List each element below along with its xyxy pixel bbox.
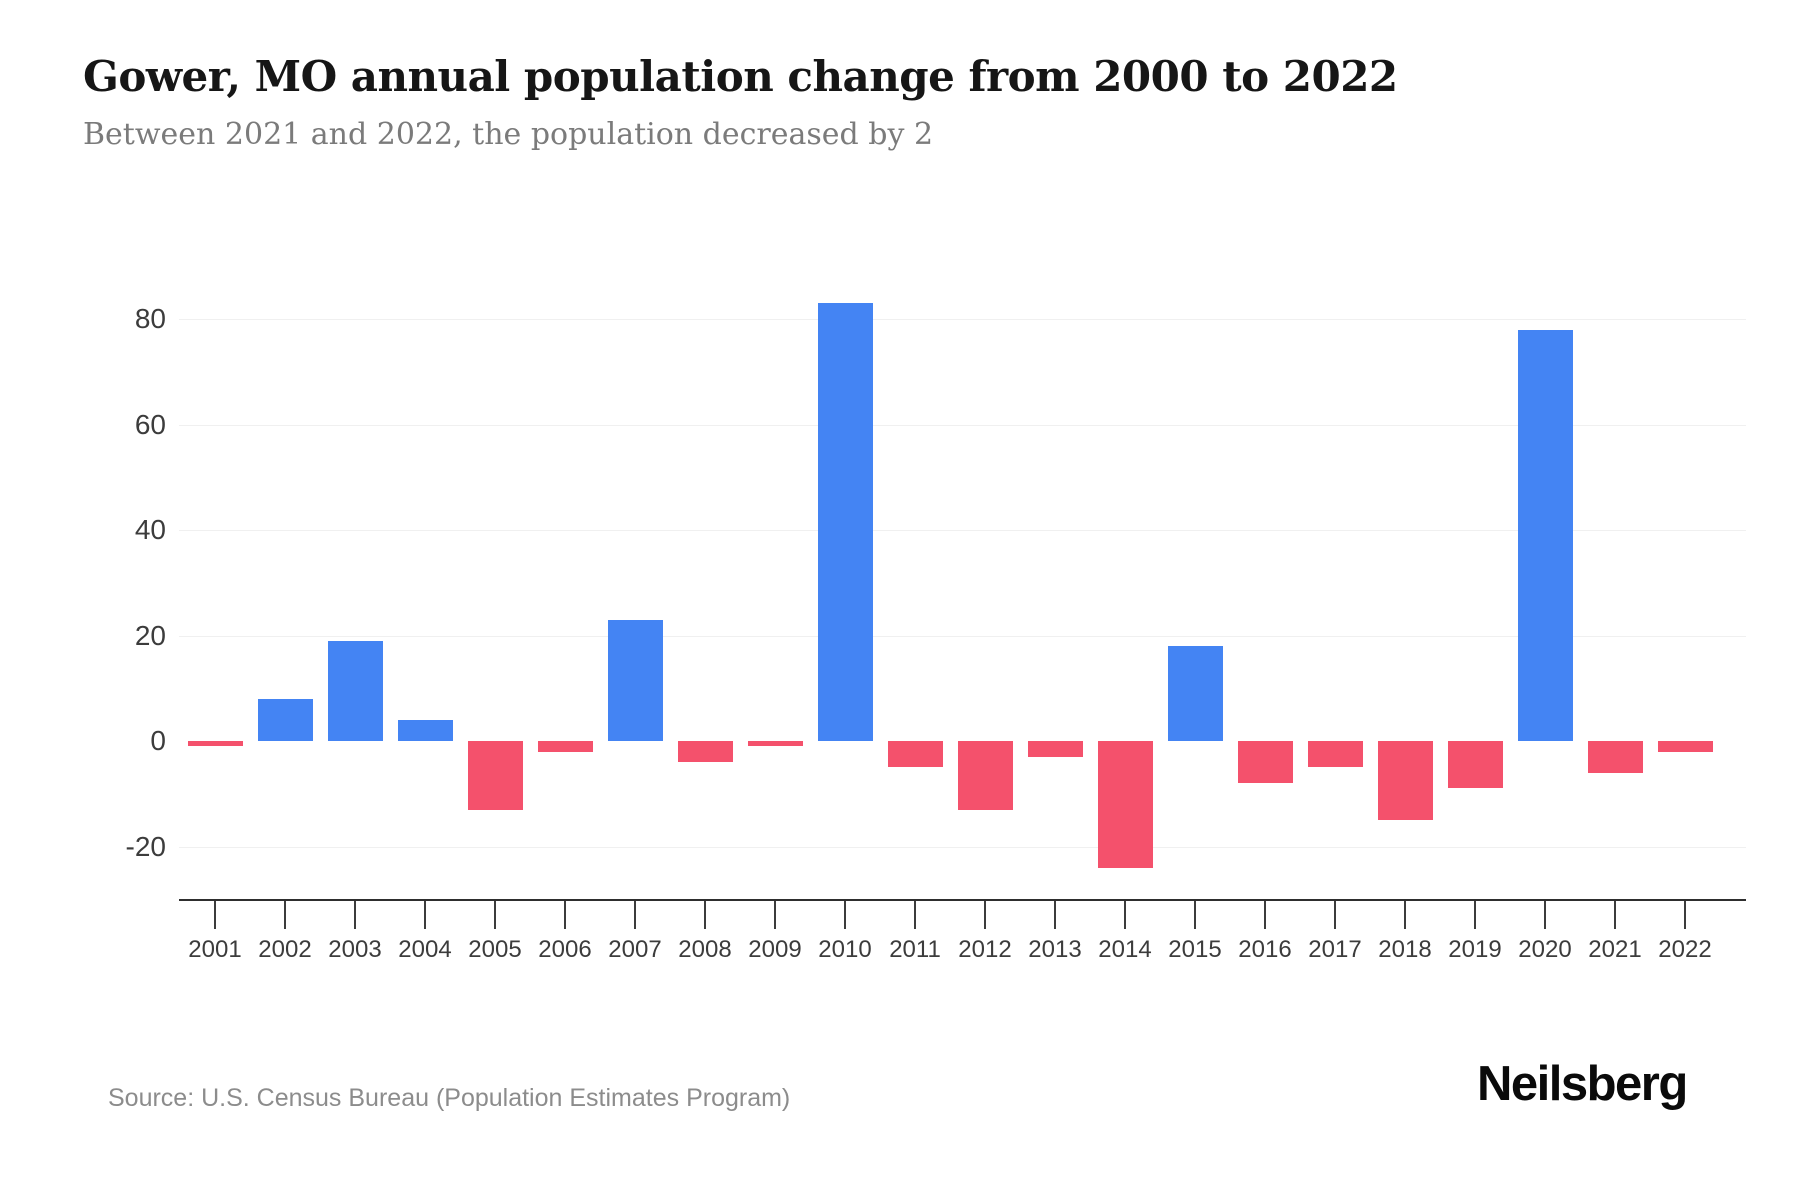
bar-2004[interactable] bbox=[398, 720, 453, 741]
bar-2012[interactable] bbox=[958, 741, 1013, 810]
x-axis-label-2011: 2011 bbox=[889, 936, 941, 963]
y-axis-tick-label-0: 0 bbox=[150, 725, 166, 756]
x-axis-label-2017: 2017 bbox=[1308, 936, 1362, 963]
grid-line-40 bbox=[179, 530, 1746, 531]
x-axis-label-2006: 2006 bbox=[538, 936, 592, 963]
x-axis-tick-2007 bbox=[634, 899, 636, 929]
x-axis-label-2020: 2020 bbox=[1518, 936, 1572, 963]
bar-2016[interactable] bbox=[1238, 741, 1293, 783]
x-axis-label-2015: 2015 bbox=[1168, 936, 1222, 963]
bar-2018[interactable] bbox=[1378, 741, 1433, 820]
bar-2014[interactable] bbox=[1098, 741, 1153, 868]
x-axis-label-2005: 2005 bbox=[468, 936, 522, 963]
y-axis-tick-label--20: -20 bbox=[125, 831, 166, 862]
x-axis-label-2016: 2016 bbox=[1238, 936, 1292, 963]
x-axis-tick-2018 bbox=[1404, 899, 1406, 929]
grid-line-80 bbox=[179, 319, 1746, 320]
bar-2017[interactable] bbox=[1308, 741, 1363, 767]
bar-2021[interactable] bbox=[1588, 741, 1643, 773]
x-axis-label-2002: 2002 bbox=[258, 936, 312, 963]
x-axis-tick-2012 bbox=[984, 899, 986, 929]
x-axis-tick-2011 bbox=[914, 899, 916, 929]
grid-line--20 bbox=[179, 847, 1746, 848]
x-axis-label-2013: 2013 bbox=[1028, 936, 1082, 963]
x-axis-tick-2005 bbox=[494, 899, 496, 929]
bar-2005[interactable] bbox=[468, 741, 523, 810]
x-axis-tick-2004 bbox=[424, 899, 426, 929]
x-axis-label-2022: 2022 bbox=[1658, 936, 1712, 963]
x-axis-label-2009: 2009 bbox=[748, 936, 802, 963]
y-axis-tick-label-40: 40 bbox=[134, 514, 166, 545]
x-axis-label-2021: 2021 bbox=[1588, 936, 1642, 963]
bar-2011[interactable] bbox=[888, 741, 943, 767]
x-axis-line bbox=[179, 899, 1746, 901]
x-axis-tick-2016 bbox=[1264, 899, 1266, 929]
x-axis-tick-2019 bbox=[1474, 899, 1476, 929]
grid-line-60 bbox=[179, 425, 1746, 426]
y-axis-tick-label-60: 60 bbox=[134, 409, 166, 440]
bar-2010[interactable] bbox=[818, 303, 873, 741]
x-axis-label-2001: 2001 bbox=[188, 936, 242, 963]
bar-2015[interactable] bbox=[1168, 646, 1223, 741]
x-axis-tick-2006 bbox=[564, 899, 566, 929]
bar-2001[interactable] bbox=[188, 741, 243, 746]
x-axis-label-2010: 2010 bbox=[818, 936, 872, 963]
x-axis-label-2008: 2008 bbox=[678, 936, 732, 963]
bar-2013[interactable] bbox=[1028, 741, 1083, 757]
y-axis-tick-label-80: 80 bbox=[134, 303, 166, 334]
page-subtitle: Between 2021 and 2022, the population de… bbox=[83, 117, 934, 152]
x-axis-tick-2013 bbox=[1054, 899, 1056, 929]
x-axis-tick-2022 bbox=[1684, 899, 1686, 929]
bar-2022[interactable] bbox=[1658, 741, 1713, 752]
x-axis-tick-2020 bbox=[1544, 899, 1546, 929]
source-attribution: Source: U.S. Census Bureau (Population E… bbox=[108, 1084, 791, 1112]
bar-2008[interactable] bbox=[678, 741, 733, 762]
x-axis-label-2004: 2004 bbox=[398, 936, 452, 963]
y-axis-tick-label-20: 20 bbox=[134, 620, 166, 651]
x-axis-tick-2014 bbox=[1124, 899, 1126, 929]
x-axis-tick-2010 bbox=[844, 899, 846, 929]
x-axis-label-2003: 2003 bbox=[328, 936, 382, 963]
grid-line-20 bbox=[179, 636, 1746, 637]
x-axis-tick-2001 bbox=[214, 899, 216, 929]
bar-2002[interactable] bbox=[258, 699, 313, 741]
bar-2006[interactable] bbox=[538, 741, 593, 752]
x-axis-label-2007: 2007 bbox=[608, 936, 662, 963]
bar-2003[interactable] bbox=[328, 641, 383, 741]
x-axis-tick-2008 bbox=[704, 899, 706, 929]
bar-2020[interactable] bbox=[1518, 330, 1573, 741]
x-axis-label-2019: 2019 bbox=[1448, 936, 1502, 963]
x-axis-tick-2015 bbox=[1194, 899, 1196, 929]
neilsberg-logo[interactable]: Neilsberg bbox=[1477, 1057, 1688, 1111]
x-axis-label-2014: 2014 bbox=[1098, 936, 1152, 963]
bar-2007[interactable] bbox=[608, 620, 663, 741]
x-axis-tick-2021 bbox=[1614, 899, 1616, 929]
bar-2019[interactable] bbox=[1448, 741, 1503, 788]
x-axis-tick-2002 bbox=[284, 899, 286, 929]
x-axis-label-2018: 2018 bbox=[1378, 936, 1432, 963]
bar-2009[interactable] bbox=[748, 741, 803, 746]
x-axis-label-2012: 2012 bbox=[958, 936, 1012, 963]
page-title: Gower, MO annual population change from … bbox=[83, 52, 1398, 101]
x-axis-tick-2009 bbox=[774, 899, 776, 929]
x-axis-tick-2003 bbox=[354, 899, 356, 929]
x-axis-tick-2017 bbox=[1334, 899, 1336, 929]
